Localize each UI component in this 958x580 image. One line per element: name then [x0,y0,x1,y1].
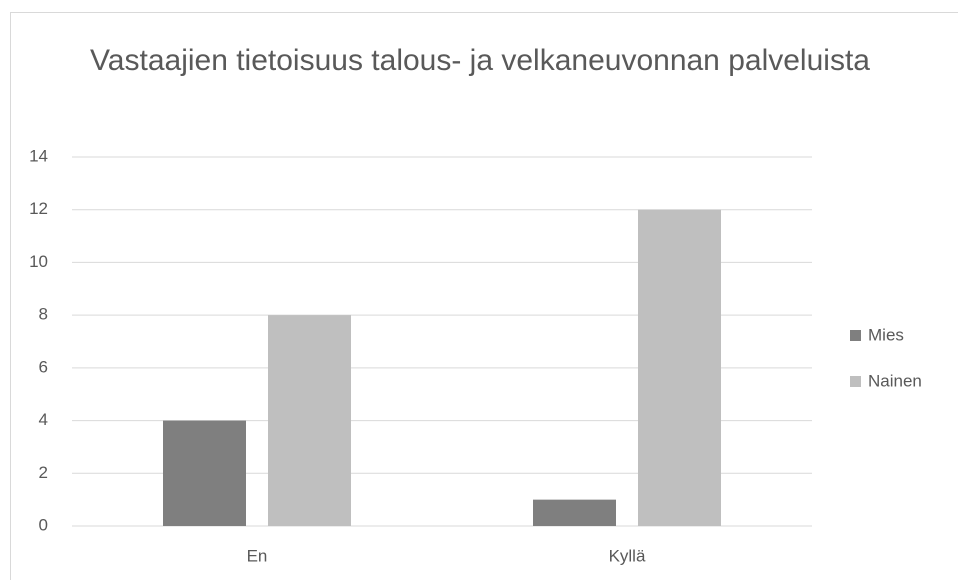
y-tick-label: 2 [39,463,48,482]
legend-swatch [850,330,861,341]
y-tick-label: 0 [39,515,48,534]
y-tick-label: 14 [29,146,48,165]
y-tick-label: 6 [39,357,48,376]
x-tick-label: Kyllä [609,546,646,565]
bar [268,315,351,526]
chart-title: Vastaajien tietoisuus talous- ja velkane… [90,44,870,77]
bar [533,499,616,526]
y-tick-label: 10 [29,252,48,271]
y-tick-label: 12 [29,199,48,218]
x-tick-label: En [247,546,268,565]
legend-label: Mies [868,325,904,344]
bar [638,209,721,526]
bar [163,420,246,526]
legend-label: Nainen [868,371,922,390]
y-tick-label: 4 [39,410,48,429]
legend-swatch [850,376,861,387]
chart-border [10,12,958,580]
y-tick-label: 8 [39,305,48,324]
